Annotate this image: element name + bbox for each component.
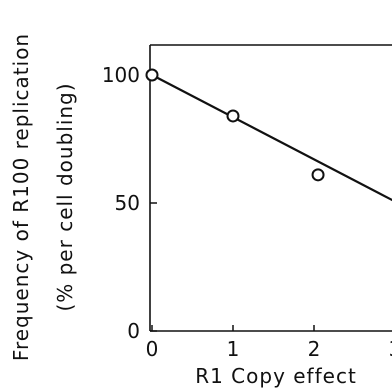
x-tick-label: 1 xyxy=(227,337,240,361)
y-tick-label: 100 xyxy=(102,63,140,87)
x-tick-label: 2 xyxy=(308,337,321,361)
x-axis-label: R1 Copy effect xyxy=(195,364,357,388)
data-point-group xyxy=(145,68,325,182)
y-axis-label-line1: Frequency of R100 replication xyxy=(9,33,33,361)
x-tick-label: 0 xyxy=(146,337,159,361)
data-point xyxy=(145,68,159,82)
y-tick-label: 0 xyxy=(127,319,140,343)
y-tick-group: 0 50 100 xyxy=(102,63,157,343)
fit-line-group xyxy=(151,74,392,202)
x-tick-group: 0 1 2 3 xyxy=(146,325,392,361)
data-point xyxy=(311,168,325,182)
x-tick-label: 3 xyxy=(389,337,392,361)
fit-line xyxy=(151,74,392,202)
y-tick-label: 50 xyxy=(115,191,140,215)
data-point xyxy=(226,109,240,123)
y-axis-label-line2: (% per cell doubling) xyxy=(53,82,77,311)
